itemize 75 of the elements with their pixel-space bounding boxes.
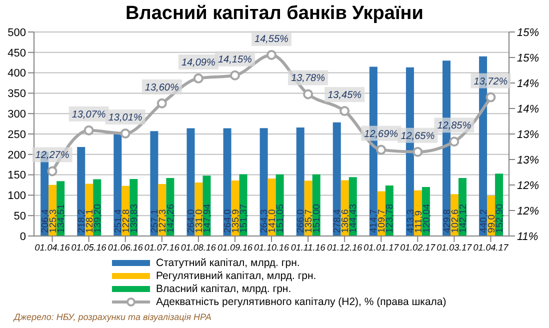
data-label: 123,78 (384, 204, 396, 233)
data-label: 12,65% (400, 130, 435, 142)
x-tick-label: 01.04.16 (34, 242, 70, 252)
legend-label: Власний капітал, млрд. грн. (156, 282, 292, 294)
point (449, 136, 460, 147)
x-tick-label: 01.04.17 (473, 242, 510, 252)
bar (260, 128, 268, 236)
chart-title: Власний капітал банків України (124, 3, 424, 25)
x-tick-label: 01.06.16 (108, 242, 143, 252)
point (120, 128, 130, 138)
data-label: 14,55% (254, 34, 289, 45)
y-tick-label: 0 (20, 230, 26, 243)
data-label: 151,05 (275, 204, 286, 233)
x-tick-label: 01.07.16 (144, 242, 180, 252)
y-tick-label: 50 (14, 210, 26, 223)
y2-tick-label: 14% (517, 78, 540, 90)
point (84, 125, 94, 136)
data-label: 13,01% (108, 112, 142, 124)
x-tick-label: 01.12.16 (327, 242, 362, 252)
y2-tick-label: 15% (517, 52, 540, 64)
legend-label: Статутний капітал, млрд. грн. (156, 256, 300, 268)
y-tick-label: 350 (8, 88, 26, 100)
data-label: 13,07% (72, 109, 106, 120)
legend-label: Регулятивний капітал, млрд. грн. (156, 270, 316, 282)
data-label: 12,69% (364, 128, 398, 140)
y-tick-label: 250 (8, 128, 26, 141)
x-tick-label: 01.03.17 (436, 242, 473, 252)
data-label: 151,37 (238, 204, 250, 233)
data-label: 14,09% (181, 57, 216, 68)
y2-tick-label: 12% (517, 205, 540, 218)
data-label: 13,45% (328, 90, 362, 102)
data-label: 12,85% (437, 120, 472, 132)
text: Джерело: НБУ, розрахунки та візуалізація НРА (14, 312, 212, 322)
y-tick-label: 100 (8, 190, 26, 202)
bar (332, 122, 341, 236)
x-tick-label: 01.01.17 (364, 242, 400, 252)
y2-tick-label: 13% (517, 128, 540, 141)
point (156, 98, 167, 108)
y-tick-label: 400 (8, 68, 26, 80)
data-label: 14,15% (218, 54, 252, 66)
x-tick-label: 01.10.16 (254, 242, 290, 252)
point (230, 70, 240, 80)
data-label: 147,94 (202, 204, 214, 233)
bar (150, 131, 158, 236)
point (340, 106, 350, 116)
point (376, 144, 386, 155)
data-label: 13,72% (474, 76, 508, 88)
data-label: 13,60% (144, 82, 179, 94)
y2-tick-label: 14% (517, 103, 540, 116)
y2-tick-label: 15% (517, 26, 540, 39)
point (193, 73, 204, 84)
y2-tick-label: 12% (517, 180, 540, 192)
y2-tick-label: 13% (517, 154, 540, 166)
point (303, 89, 314, 100)
x-tick-label: 01.11.16 (290, 242, 326, 252)
y-tick-label: 300 (8, 108, 26, 121)
point (266, 50, 276, 60)
x-tick-label: 01.09.16 (217, 242, 252, 252)
y-tick-label: 500 (8, 26, 26, 39)
y-tick-label: 200 (8, 149, 26, 162)
point (412, 146, 423, 157)
point (47, 166, 58, 176)
data-label: 144,43 (348, 204, 360, 233)
x-tick-label: 01.05.16 (71, 242, 106, 252)
data-label: 151,00 (312, 204, 323, 233)
data-label: 12,27% (35, 150, 70, 162)
y-tick-label: 150 (8, 170, 26, 182)
x-tick-label: 01.02.17 (400, 242, 436, 252)
y2-tick-label: 11% (517, 230, 538, 243)
y-tick-label: 450 (8, 47, 26, 60)
data-label: 142,26 (166, 204, 177, 233)
legend-label: Адекватність регулятивного капіталу (Н2), % (права шкала) (156, 296, 446, 308)
x-tick-label: 01.08.16 (180, 242, 216, 252)
data-label: 13,78% (291, 73, 326, 84)
point (486, 92, 496, 102)
